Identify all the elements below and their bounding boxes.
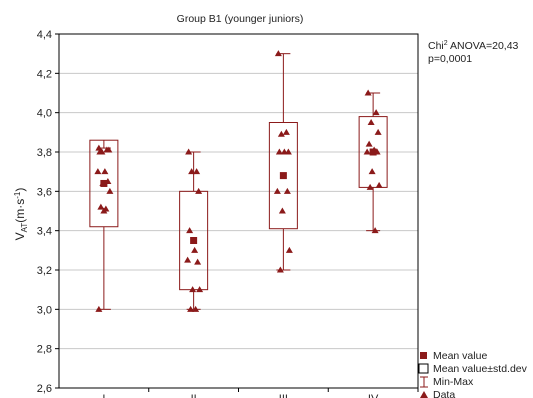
data-point [277, 130, 285, 137]
y-tick-label: 2,6 [37, 383, 52, 395]
legend-data-marker [420, 391, 428, 398]
data-point [187, 305, 195, 312]
data-point [368, 168, 376, 175]
data-point [280, 148, 288, 155]
data-point [191, 246, 199, 253]
data-point [374, 128, 382, 135]
mean-marker [279, 172, 287, 180]
data-point [278, 207, 286, 214]
data-point [186, 227, 194, 234]
mean-marker [369, 148, 377, 156]
data-point [95, 305, 103, 312]
y-tick-label: 3,6 [37, 186, 52, 198]
x-tick-label: II [191, 393, 197, 398]
data-point [375, 181, 383, 188]
data-point [106, 187, 114, 194]
data-point [367, 119, 375, 125]
data-point [364, 89, 372, 96]
data-point [365, 140, 373, 147]
data-point [185, 148, 193, 155]
legend-mean-marker [420, 352, 427, 359]
data-point [372, 109, 380, 116]
data-point [275, 148, 283, 155]
chi-annotation: Chi2 ANOVA=20,43 [428, 40, 519, 52]
data-point [193, 168, 201, 175]
box-group: I [89, 139, 150, 398]
data-point [194, 258, 202, 265]
sd-box [268, 122, 298, 230]
box-group: IV [358, 89, 419, 398]
legend-minmax-label: Min-Max [433, 376, 474, 388]
y-tick-label: 4,4 [37, 29, 52, 41]
mean-marker [100, 179, 108, 187]
box-group: III [268, 50, 329, 398]
legend-whisker-marker [420, 376, 428, 388]
y-tick-label: 4,0 [37, 108, 52, 120]
mean-marker [190, 237, 198, 244]
y-tick-label: 3,0 [37, 304, 52, 316]
y-tick-label: 3,8 [37, 147, 52, 159]
data-point [283, 187, 291, 194]
x-tick-label: III [279, 393, 288, 398]
legend-mean-label: Mean value [433, 350, 487, 362]
x-tick-label: IV [368, 393, 379, 398]
y-tick-label: 4,2 [37, 68, 52, 80]
box-group: II [179, 148, 239, 398]
sd-box [89, 139, 119, 228]
data-point [371, 227, 379, 234]
legend: Mean value Mean value±std.dev Min-Max Da… [418, 350, 528, 398]
data-point [282, 128, 290, 135]
y-tick-label: 2,8 [37, 344, 52, 356]
data-point [94, 168, 102, 175]
data-point [276, 266, 284, 273]
data-point [273, 187, 281, 194]
data-point [195, 187, 203, 194]
box-series: IIIIIIIV [89, 50, 419, 398]
plot-frame [58, 33, 419, 389]
legend-data-label: Data [433, 389, 455, 398]
y-tick-label: 3,2 [37, 265, 52, 277]
x-tick-label: I [102, 393, 105, 398]
data-point [105, 146, 113, 153]
data-point [100, 207, 108, 214]
chart-title: Group B1 (younger juniors) [177, 13, 304, 25]
data-point [363, 148, 371, 155]
data-point [366, 183, 374, 190]
p-value-annotation: p=0,0001 [428, 53, 472, 65]
data-point [192, 305, 200, 312]
data-point [95, 144, 103, 151]
data-point [96, 148, 104, 155]
legend-sd-marker [418, 363, 429, 374]
data-point [196, 286, 204, 293]
data-point [97, 203, 105, 210]
data-point [101, 168, 109, 175]
y-tick-labels: 2,6 2,8 3,0 3,2 3,4 3,6 3,8 4,0 4,2 4,4 [37, 29, 59, 395]
data-point [285, 246, 293, 253]
sd-box [358, 116, 388, 188]
data-point [188, 168, 196, 175]
legend-sd-label: Mean value±std.dev [433, 363, 528, 375]
data-point [274, 50, 282, 57]
data-point [189, 286, 197, 293]
grid-lines [59, 33, 418, 389]
data-point [184, 256, 192, 263]
y-tick-label: 3,4 [37, 226, 52, 238]
y-axis-label: VAT(m·s-1) [13, 188, 29, 241]
